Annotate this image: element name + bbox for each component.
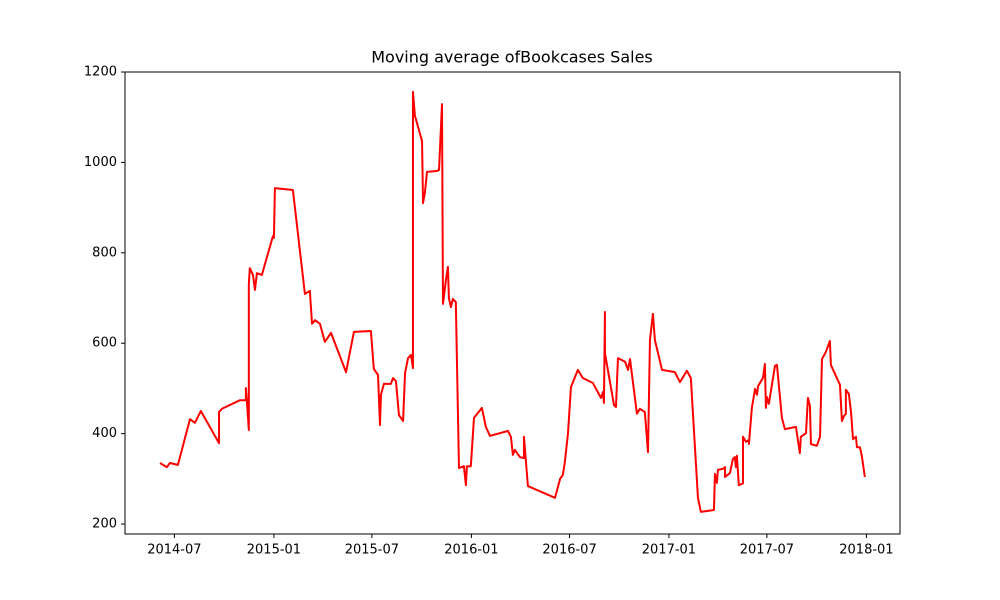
chart-title: Moving average ofBookcases Sales (371, 48, 653, 67)
y-tick-label: 1200 (84, 65, 117, 80)
x-tick-label: 2017-07 (740, 543, 794, 558)
x-tick-label: 2015-01 (247, 543, 301, 558)
y-tick-label: 400 (92, 426, 117, 441)
data-line (159, 90, 866, 513)
y-tick-label: 1000 (84, 155, 117, 170)
y-tick-label: 800 (92, 245, 117, 260)
x-tick-label: 2016-01 (444, 543, 498, 558)
y-tick-label: 600 (92, 336, 117, 351)
plot-frame (124, 71, 901, 535)
x-tick-label: 2015-07 (345, 543, 399, 558)
x-tick-label: 2017-01 (642, 543, 696, 558)
x-tick-label: 2016-07 (542, 543, 596, 558)
x-tick-label: 2018-01 (839, 543, 893, 558)
y-tick-label: 200 (92, 517, 117, 532)
x-tick-label: 2014-07 (147, 543, 201, 558)
